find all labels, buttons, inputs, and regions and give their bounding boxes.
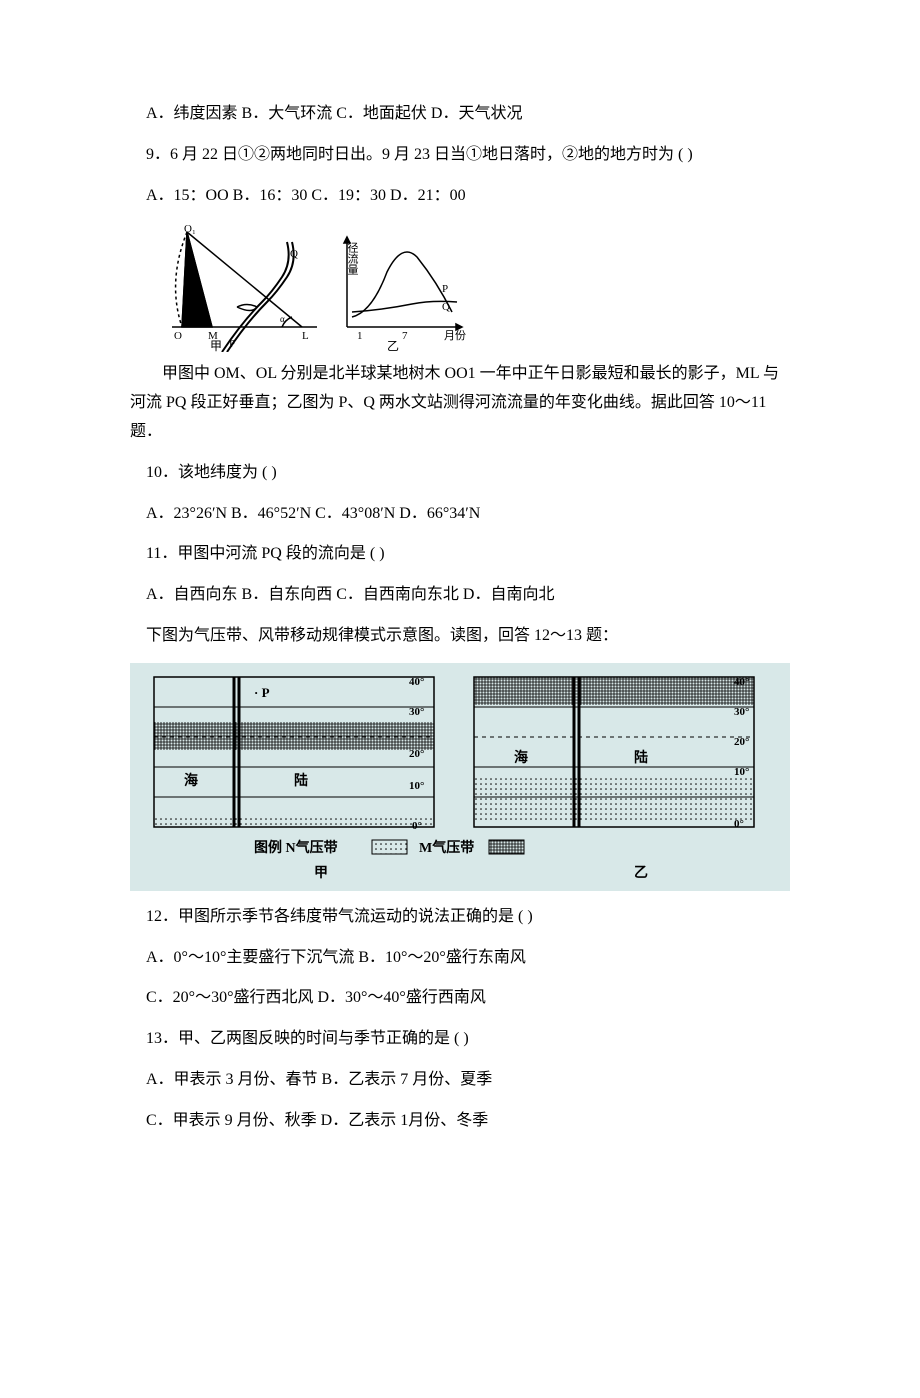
q11-stem: 11．甲图中河流 PQ 段的流向是 ( ) [130,540,790,569]
fig1-x1: 1 [357,330,363,342]
fig1-qcurve: Q [442,301,450,313]
q10-stem: 10．该地纬度为 ( ) [130,459,790,488]
figure1-container: O₁ O M L 3α α Q P 甲 径流量 1 7 月份 P Q 乙 [162,222,790,352]
passage2: 下图为气压带、风带移动规律模式示意图。读图，回答 12～13 题： [130,622,790,651]
svg-text:甲: 甲 [314,865,328,881]
svg-text:陆: 陆 [634,750,648,766]
svg-text:10°: 10° [409,780,424,792]
q13-stem: 13．甲、乙两图反映的时间与季节正确的是 ( ) [130,1025,790,1054]
fig1-xlabel: 月份 [444,329,466,342]
svg-text:M气压带: M气压带 [419,839,474,856]
q9-stem: 9．6 月 22 日①②两地同时日出。9 月 23 日当①地日落时，②地的地方时… [130,141,790,170]
svg-text:图例 N气压带: 图例 N气压带 [254,839,338,856]
svg-text:海: 海 [514,749,528,766]
fig1-q-label: Q [290,248,298,260]
fig1-3a-label: 3α [190,314,200,324]
svg-text:海: 海 [184,772,198,789]
fig1-p-label: P [229,338,235,350]
q13-options: A．甲表示 3 月份、春节 B．乙表示 7 月份、夏季 [130,1066,790,1095]
svg-text:陆: 陆 [294,773,308,789]
figure2-svg: 40° 30° 20° 10° 0° [134,667,774,887]
svg-text:乙: 乙 [634,865,648,881]
fig1-yi-label: 乙 [387,339,399,352]
fig1-pcurve: P [442,283,448,295]
q10-options: A．23°26′N B．46°52′N C．43°08′N D．66°34′N [130,500,790,529]
q12-options: A．0°～10°主要盛行下沉气流 B．10°～20°盛行东南风 [130,944,790,973]
q11-options: A．自西向东 B．自东向西 C．自西南向东北 D．自南向北 [130,581,790,610]
q12-stem: 12．甲图所示季节各纬度带气流运动的说法正确的是 ( ) [130,903,790,932]
q12-options2: C．20°～30°盛行西北风 D．30°～40°盛行西南风 [130,984,790,1013]
passage1-text: 甲图中 OM、OL 分别是北半球某地树木 OO1 一年中正午日影最短和最长的影子… [130,365,779,440]
fig1-x7: 7 [402,330,408,342]
fig1-a-label: α [280,314,285,324]
fig1-o1-label: O₁ [184,223,196,235]
svg-text:· P: · P [254,685,270,700]
passage1: 甲图中 OM、OL 分别是北半球某地树木 OO1 一年中正午日影最短和最长的影子… [130,360,790,446]
figure2-container: 40° 30° 20° 10° 0° [130,663,790,891]
fig1-o-label: O [174,330,182,342]
q13-options2: C．甲表示 9 月份、秋季 D．乙表示 1月份、冬季 [130,1107,790,1136]
svg-text:30°: 30° [734,706,749,718]
svg-text:40°: 40° [409,676,424,688]
svg-text:20°: 20° [734,736,749,748]
svg-text:30°: 30° [409,706,424,718]
figure1-svg: O₁ O M L 3α α Q P 甲 径流量 1 7 月份 P Q 乙 [162,222,472,352]
fig1-l-label: L [302,330,309,342]
q8-options: A．纬度因素 B．大气环流 C．地面起伏 D．天气状况 [130,100,790,129]
fig1-jia-label: 甲 [210,339,222,352]
fig1-ylabel: 径流量 [346,242,359,275]
q9-options: A．15：OO B．16：30 C．19：30 D．21：00 [130,182,790,211]
